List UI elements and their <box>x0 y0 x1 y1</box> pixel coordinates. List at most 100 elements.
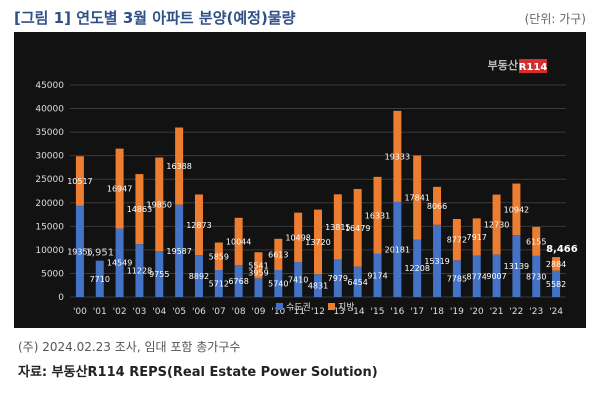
watermark-text: 부동산 <box>488 58 518 72</box>
y-tick-label: 0 <box>58 293 64 303</box>
bar-capital <box>333 259 342 297</box>
data-label-other: 10498 <box>285 233 310 242</box>
data-label-capital: 4831 <box>308 282 328 291</box>
legend-label: 수도권 <box>286 301 311 313</box>
bar-capital <box>532 255 541 297</box>
legend-swatch <box>328 303 335 310</box>
data-label-capital: 9174 <box>367 271 387 280</box>
x-tick-label: '17 <box>410 307 424 317</box>
data-label-capital: 7785 <box>447 275 467 284</box>
bar-other <box>413 155 422 240</box>
bar-capital <box>552 270 561 297</box>
data-label-other: 10517 <box>67 177 92 186</box>
x-tick-label: '23 <box>529 307 543 317</box>
bar-capital <box>512 235 521 297</box>
x-tick-label: '11 <box>291 307 305 317</box>
y-tick-label: 15000 <box>35 222 64 232</box>
data-label-other: 14863 <box>127 205 152 214</box>
bar-other <box>492 194 501 255</box>
data-label-capital: 7979 <box>328 274 348 283</box>
x-tick-label: '13 <box>331 307 345 317</box>
data-label-capital: 13139 <box>504 262 529 271</box>
bar-capital <box>155 251 164 297</box>
bar-capital <box>175 204 184 297</box>
annotation-label: 1,951 <box>85 248 114 259</box>
grid-layer <box>70 84 566 298</box>
data-label-other: 5541 <box>248 261 268 270</box>
y-tick-label: 35000 <box>35 128 64 138</box>
bar-capital <box>373 253 382 297</box>
x-tick-label: '07 <box>212 307 226 317</box>
data-label-other: 16479 <box>345 224 370 233</box>
bar-capital <box>234 265 243 297</box>
chart-frame: 0 5000 10000 15000 20000 25000 30000 35000 40000… <box>14 32 586 328</box>
x-tick-label: '19 <box>450 307 464 317</box>
bar-capital <box>353 266 362 297</box>
x-tick-label: '18 <box>430 307 444 317</box>
footnote: (주) 2024.02.23 조사, 임대 포함 총가구수 <box>18 340 241 354</box>
bar-other <box>433 186 442 225</box>
x-tick-label: '10 <box>271 307 285 317</box>
data-label-capital: 14549 <box>107 259 132 268</box>
bar-other <box>452 218 461 261</box>
x-tick-label: '16 <box>390 307 404 317</box>
y-tick-label: 45000 <box>35 81 64 91</box>
unit-label: (단위: 가구) <box>524 12 586 26</box>
source-line: 자료: 부동산R114 REPS(Real Estate Power Solut… <box>18 365 378 380</box>
bar-capital <box>413 239 422 297</box>
data-label-capital: 9007 <box>486 272 506 281</box>
data-label-capital: 5712 <box>209 280 229 289</box>
bar-capital <box>254 278 263 297</box>
bar-capital <box>135 244 144 297</box>
bar-other <box>532 226 541 256</box>
x-tick-label: '06 <box>192 307 206 317</box>
data-label-other: 2884 <box>546 260 566 269</box>
bar-other <box>552 257 561 271</box>
x-tick-label: '02 <box>113 307 127 317</box>
bar-other <box>294 212 303 263</box>
data-label-capital: 9755 <box>149 270 169 279</box>
bar-other <box>194 194 203 256</box>
data-label-other: 19850 <box>147 200 172 209</box>
bar-other <box>512 183 521 236</box>
bar-layer <box>75 110 561 297</box>
data-label-capital: 19356 <box>67 247 92 256</box>
legend-swatch <box>276 303 283 310</box>
x-tick-label: '21 <box>490 307 504 317</box>
watermark-logo <box>519 59 547 73</box>
data-label-capital: 20181 <box>385 245 410 254</box>
bar-capital <box>115 228 124 297</box>
data-label-other: 16388 <box>166 162 191 171</box>
data-label-other: 7917 <box>467 233 487 242</box>
chart-svg: 0 5000 10000 15000 20000 25000 30000 35000 40000… <box>35 58 577 317</box>
x-tick-label: '09 <box>252 307 266 317</box>
bar-other <box>155 157 164 252</box>
data-label-other: 12873 <box>186 221 211 230</box>
data-label-other: 17841 <box>404 193 429 202</box>
legend-label: 지방 <box>338 302 355 313</box>
y-tick-label: 40000 <box>35 105 64 115</box>
x-tick-label: '03 <box>132 307 146 317</box>
y-tick-label: 25000 <box>35 175 64 185</box>
x-tick-label: '20 <box>470 307 484 317</box>
chart-title: [그림 1] 연도별 3월 아파트 분양(예정)물량 <box>14 9 296 27</box>
data-label-capital: 8730 <box>526 272 546 281</box>
data-label-capital: 3959 <box>248 268 268 277</box>
data-label-other: 13815 <box>325 223 350 232</box>
data-label-other: 12730 <box>484 221 509 230</box>
bar-other <box>314 209 322 275</box>
watermark-logo-text: R114 <box>519 62 548 73</box>
data-label-capital: 8774 <box>467 272 487 281</box>
bar-other <box>274 238 283 270</box>
bar-capital <box>75 205 84 297</box>
bar-capital <box>95 260 104 297</box>
data-label-other: 6155 <box>526 237 546 246</box>
data-label-other: 10044 <box>226 237 251 246</box>
bar-other <box>472 218 481 256</box>
annotation-layer: 1,951 8,466 <box>85 244 577 259</box>
bar-other <box>333 194 342 260</box>
bar-other <box>214 242 223 271</box>
data-label-other: 5859 <box>209 252 229 261</box>
data-label-other: 8066 <box>427 202 447 211</box>
y-tick-label: 10000 <box>35 246 64 256</box>
